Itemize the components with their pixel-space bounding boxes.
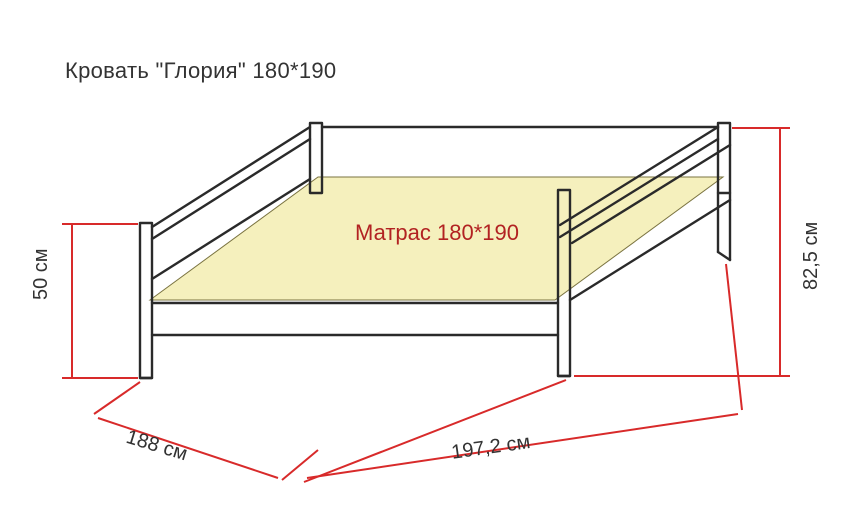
dim-head-height: 82,5 см bbox=[800, 222, 823, 290]
diagram-stage: Кровать "Глория" 180*190 bbox=[0, 0, 850, 513]
mattress-label: Матрас 180*190 bbox=[355, 220, 519, 246]
dim-foot-height: 50 см bbox=[30, 248, 53, 300]
